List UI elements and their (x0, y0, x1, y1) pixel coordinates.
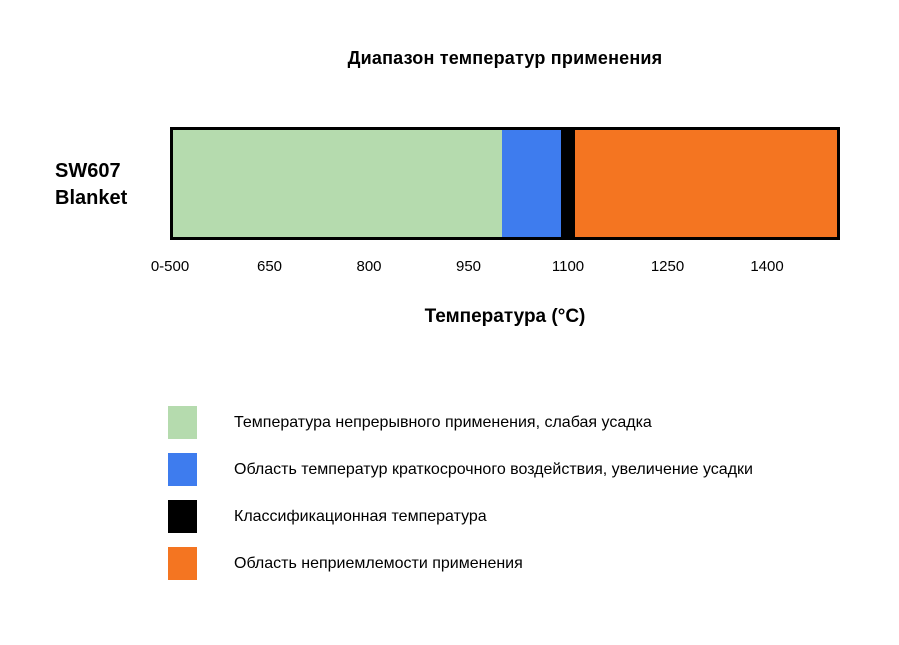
bar-segment-2 (560, 130, 576, 237)
x-axis-label: Температура (°C) (424, 306, 586, 327)
legend-label: Температура непрерывного применения, сла… (234, 413, 652, 431)
temperature-bar (170, 127, 840, 240)
legend-item: Область температур краткосрочного воздей… (168, 453, 753, 486)
legend-swatch (168, 453, 197, 486)
legend-item: Классификационная температура (168, 500, 753, 533)
tick-label: 1250 (650, 258, 685, 275)
tick-label: 1100 (551, 258, 585, 275)
legend-label: Классификационная температура (234, 507, 487, 525)
tick-label: 1400 (750, 258, 784, 275)
tick-label: 950 (455, 258, 482, 275)
legend-item: Область неприемлемости применения (168, 547, 753, 580)
x-axis-ticks: 0-500 650 800 950 1100 1250 1400 (151, 258, 840, 278)
tick-label: 0-500 (150, 258, 190, 275)
legend-swatch (168, 500, 197, 533)
bar-segment-0 (173, 130, 502, 237)
legend-swatch (168, 406, 197, 439)
legend: Температура непрерывного применения, сла… (168, 406, 753, 594)
chart-title: Диапазон температур применения (347, 48, 663, 68)
tick-label: 800 (356, 258, 382, 275)
bar-wrap (170, 127, 840, 240)
legend-item: Температура непрерывного применения, сла… (168, 406, 753, 439)
row-label-line2: Blanket (55, 187, 128, 209)
bar-segment-3 (575, 130, 837, 237)
legend-swatch (168, 547, 197, 580)
row-label-line1: SW607 (55, 160, 121, 182)
legend-label: Область температур краткосрочного воздей… (234, 460, 753, 478)
tick-label: 650 (256, 258, 283, 275)
row-label: SW607 Blanket (55, 158, 167, 212)
legend-label: Область неприемлемости применения (234, 554, 523, 572)
bar-segment-1 (501, 130, 561, 237)
